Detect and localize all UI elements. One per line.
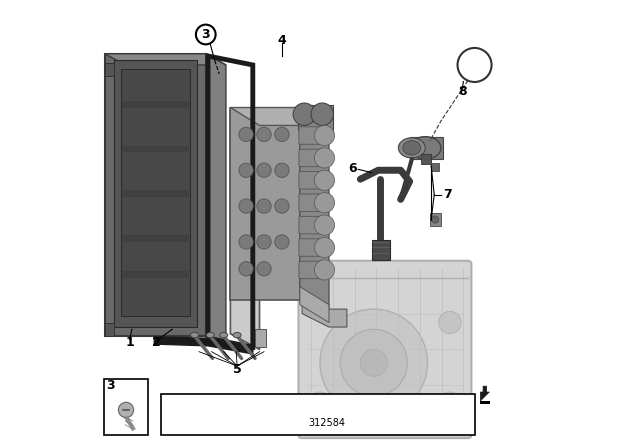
Polygon shape xyxy=(121,69,190,316)
Bar xyxy=(371,240,390,260)
Circle shape xyxy=(340,329,408,396)
Text: 312584: 312584 xyxy=(308,418,345,428)
Circle shape xyxy=(314,148,335,168)
Circle shape xyxy=(257,163,271,177)
Text: 4: 4 xyxy=(278,34,286,47)
Ellipse shape xyxy=(220,332,228,338)
Bar xyxy=(298,105,333,130)
Polygon shape xyxy=(230,108,329,125)
Circle shape xyxy=(196,25,216,44)
Circle shape xyxy=(314,237,335,258)
Polygon shape xyxy=(122,146,189,152)
FancyBboxPatch shape xyxy=(299,216,325,234)
Bar xyxy=(410,137,443,159)
Text: 6: 6 xyxy=(348,161,357,175)
Text: 3: 3 xyxy=(202,28,210,41)
FancyBboxPatch shape xyxy=(299,149,325,167)
Circle shape xyxy=(311,103,333,125)
Circle shape xyxy=(431,216,439,223)
Text: 5: 5 xyxy=(233,363,241,376)
Ellipse shape xyxy=(191,332,198,338)
FancyBboxPatch shape xyxy=(299,127,325,144)
Text: 2: 2 xyxy=(152,336,161,349)
Ellipse shape xyxy=(206,332,214,338)
Circle shape xyxy=(309,392,332,414)
Polygon shape xyxy=(230,110,260,349)
Circle shape xyxy=(275,127,289,142)
Polygon shape xyxy=(300,108,329,318)
Polygon shape xyxy=(105,63,114,76)
Circle shape xyxy=(239,127,253,142)
Polygon shape xyxy=(122,190,189,197)
Circle shape xyxy=(314,170,335,190)
Bar xyxy=(421,154,431,164)
Circle shape xyxy=(275,163,289,177)
FancyBboxPatch shape xyxy=(299,194,325,211)
Polygon shape xyxy=(105,54,206,336)
Circle shape xyxy=(360,349,387,376)
Polygon shape xyxy=(154,337,253,354)
Circle shape xyxy=(314,193,335,213)
Ellipse shape xyxy=(403,141,421,155)
Circle shape xyxy=(257,199,271,213)
Circle shape xyxy=(257,235,271,249)
Circle shape xyxy=(257,127,271,142)
Circle shape xyxy=(239,262,253,276)
Circle shape xyxy=(239,199,253,213)
Circle shape xyxy=(314,125,335,146)
Polygon shape xyxy=(230,108,300,300)
Bar xyxy=(481,401,490,404)
Text: 7: 7 xyxy=(444,188,452,202)
Circle shape xyxy=(314,260,335,280)
Circle shape xyxy=(439,392,461,414)
Text: 1: 1 xyxy=(125,336,134,349)
Bar xyxy=(161,394,475,435)
Polygon shape xyxy=(206,54,226,347)
Polygon shape xyxy=(105,54,226,65)
Bar xyxy=(431,163,439,171)
Bar xyxy=(430,213,441,226)
Polygon shape xyxy=(481,386,490,401)
Circle shape xyxy=(257,262,271,276)
Bar xyxy=(255,329,266,347)
Circle shape xyxy=(439,311,461,334)
Circle shape xyxy=(239,235,253,249)
Circle shape xyxy=(275,199,289,213)
Ellipse shape xyxy=(398,138,425,158)
Polygon shape xyxy=(114,60,197,327)
Polygon shape xyxy=(122,235,189,242)
Polygon shape xyxy=(105,323,114,336)
Text: 8: 8 xyxy=(458,85,467,99)
FancyBboxPatch shape xyxy=(298,261,472,438)
Polygon shape xyxy=(122,271,189,278)
Circle shape xyxy=(314,215,335,235)
Ellipse shape xyxy=(410,137,441,159)
FancyBboxPatch shape xyxy=(299,172,325,189)
Circle shape xyxy=(293,103,316,125)
Circle shape xyxy=(239,163,253,177)
Bar xyxy=(104,379,148,435)
Polygon shape xyxy=(122,101,189,108)
Ellipse shape xyxy=(233,332,241,338)
Polygon shape xyxy=(300,287,329,323)
FancyBboxPatch shape xyxy=(299,239,325,256)
Text: 3: 3 xyxy=(106,379,115,392)
FancyBboxPatch shape xyxy=(299,261,325,279)
Circle shape xyxy=(320,309,428,417)
Circle shape xyxy=(118,402,134,418)
Circle shape xyxy=(275,235,289,249)
Polygon shape xyxy=(302,296,347,327)
